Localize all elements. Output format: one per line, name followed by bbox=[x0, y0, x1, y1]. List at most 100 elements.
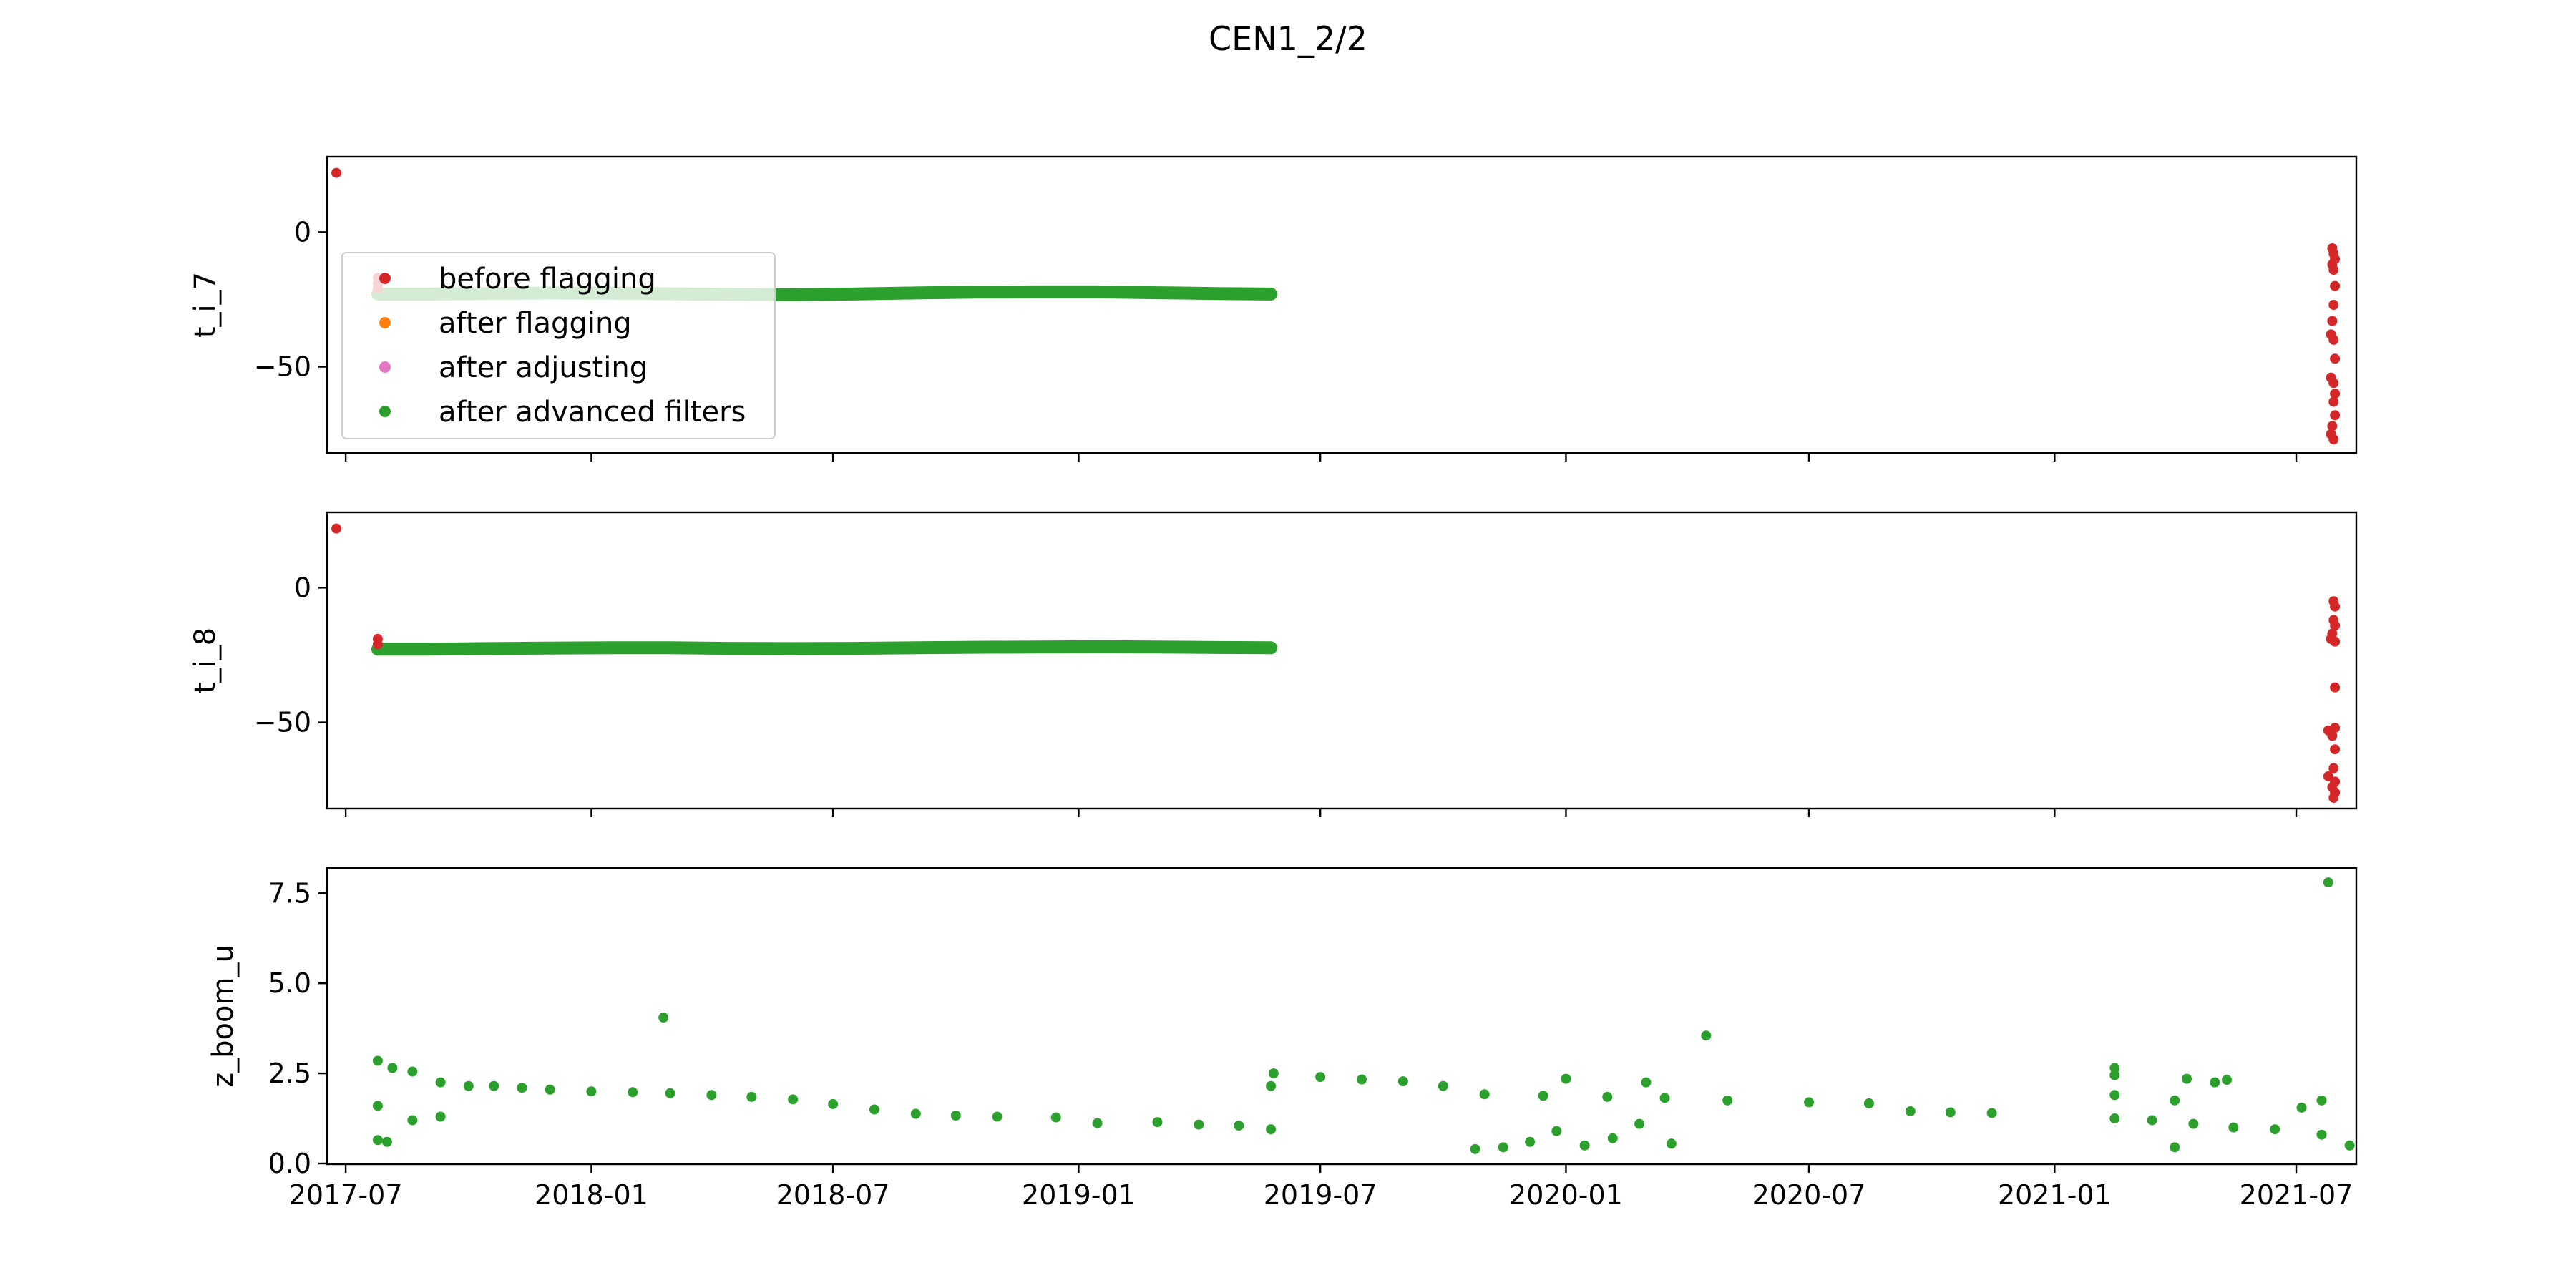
point-after-advanced-filters bbox=[545, 1084, 555, 1095]
point-after-advanced-filters bbox=[658, 1013, 669, 1023]
legend-box bbox=[341, 252, 776, 439]
point-after-advanced-filters bbox=[2210, 1077, 2220, 1088]
point-after-advanced-filters bbox=[435, 1111, 446, 1122]
x-tick-label: 2017-07 bbox=[289, 1179, 403, 1211]
point-after-advanced-filters bbox=[1498, 1142, 1508, 1153]
point-before-flagging bbox=[2327, 421, 2338, 431]
point-after-advanced-filters bbox=[1863, 1098, 1874, 1108]
point-after-advanced-filters bbox=[869, 1104, 879, 1115]
point-after-advanced-filters bbox=[1986, 1108, 1997, 1118]
point-after-advanced-filters bbox=[665, 1088, 675, 1098]
legend-marker bbox=[379, 406, 391, 417]
y-tick-label: 0 bbox=[294, 216, 311, 248]
point-after-advanced-filters bbox=[1266, 1124, 1277, 1135]
point-after-advanced-filters bbox=[2109, 1113, 2120, 1124]
point-after-advanced-filters bbox=[788, 1094, 799, 1105]
legend-marker bbox=[379, 361, 391, 373]
point-after-advanced-filters bbox=[1470, 1143, 1480, 1154]
point-after-advanced-filters bbox=[992, 1111, 1002, 1122]
point-after-advanced-filters bbox=[2109, 1070, 2120, 1080]
point-before-flagging bbox=[2328, 792, 2339, 803]
point-before-flagging bbox=[2330, 389, 2341, 399]
series-line-after-advanced-filters bbox=[371, 640, 1278, 656]
point-after-advanced-filters bbox=[2323, 877, 2333, 888]
legend-marker bbox=[379, 317, 391, 328]
point-after-advanced-filters bbox=[1602, 1091, 1613, 1102]
point-after-advanced-filters bbox=[372, 1101, 383, 1111]
plot-area bbox=[372, 877, 2355, 1154]
point-after-advanced-filters bbox=[2109, 1063, 2120, 1073]
point-before-flagging bbox=[2330, 744, 2341, 755]
point-after-advanced-filters bbox=[1666, 1138, 1677, 1149]
point-after-advanced-filters bbox=[2222, 1075, 2233, 1085]
point-after-advanced-filters bbox=[1438, 1080, 1448, 1091]
y-tick-label: 7.5 bbox=[268, 877, 311, 909]
point-after-advanced-filters bbox=[910, 1108, 921, 1119]
point-after-advanced-filters bbox=[407, 1115, 418, 1126]
point-after-advanced-filters bbox=[387, 1063, 398, 1073]
point-before-flagging bbox=[2328, 265, 2339, 275]
point-after-advanced-filters bbox=[706, 1090, 717, 1101]
point-after-advanced-filters bbox=[2170, 1142, 2180, 1153]
point-after-advanced-filters bbox=[1050, 1112, 1061, 1123]
point-before-flagging bbox=[2330, 636, 2341, 647]
y-tick-label: 2.5 bbox=[268, 1058, 311, 1089]
legend-label: before flagging bbox=[439, 263, 656, 296]
x-tick-label: 2021-07 bbox=[2240, 1179, 2353, 1211]
point-after-advanced-filters bbox=[489, 1080, 499, 1091]
point-before-flagging bbox=[331, 167, 342, 178]
x-tick-label: 2019-01 bbox=[1022, 1179, 1136, 1211]
point-after-advanced-filters bbox=[1905, 1106, 1916, 1116]
point-before-flagging bbox=[2330, 620, 2341, 631]
legend-label: after adjusting bbox=[439, 351, 648, 384]
point-before-flagging bbox=[2330, 723, 2341, 733]
point-after-advanced-filters bbox=[1397, 1076, 1408, 1087]
point-after-advanced-filters bbox=[517, 1083, 527, 1093]
point-after-advanced-filters bbox=[1701, 1030, 1712, 1041]
point-after-advanced-filters bbox=[1194, 1119, 1204, 1130]
point-before-flagging bbox=[2328, 434, 2339, 445]
x-tick-label: 2019-07 bbox=[1264, 1179, 1377, 1211]
point-after-advanced-filters bbox=[950, 1111, 961, 1121]
point-after-advanced-filters bbox=[1659, 1093, 1670, 1103]
y-tick-label: 0 bbox=[294, 572, 311, 603]
panel-t-i-8: 0 −50 t_i_8 bbox=[189, 511, 2358, 817]
point-after-advanced-filters bbox=[1804, 1097, 1815, 1108]
point-after-advanced-filters bbox=[828, 1098, 839, 1109]
point-after-advanced-filters bbox=[586, 1086, 597, 1097]
point-after-advanced-filters bbox=[1551, 1126, 1562, 1136]
x-tick-label: 2021-01 bbox=[1998, 1179, 2112, 1211]
point-after-advanced-filters bbox=[2109, 1090, 2120, 1101]
point-after-advanced-filters bbox=[1641, 1077, 1652, 1088]
point-after-advanced-filters bbox=[372, 1135, 383, 1146]
axes-frame bbox=[326, 511, 2358, 810]
point-after-advanced-filters bbox=[2296, 1102, 2307, 1113]
y-tick-label: −50 bbox=[254, 351, 311, 383]
point-before-flagging bbox=[2330, 353, 2341, 364]
y-tick-label: 5.0 bbox=[268, 967, 311, 999]
point-after-advanced-filters bbox=[1356, 1074, 1367, 1085]
point-after-advanced-filters bbox=[1607, 1133, 1618, 1143]
y-axis-label: z_boom_u bbox=[207, 945, 240, 1088]
point-after-advanced-filters bbox=[1722, 1095, 1733, 1106]
point-before-flagging bbox=[2330, 410, 2341, 421]
point-after-advanced-filters bbox=[1152, 1117, 1163, 1128]
point-before-flagging bbox=[2330, 601, 2341, 612]
point-after-advanced-filters bbox=[2147, 1115, 2157, 1126]
legend-label: after flagging bbox=[439, 307, 632, 340]
x-tick-label: 2018-07 bbox=[776, 1179, 890, 1211]
legend: before flagging after flagging after adjus… bbox=[341, 252, 776, 439]
point-after-advanced-filters bbox=[2270, 1124, 2280, 1135]
point-after-advanced-filters bbox=[1315, 1072, 1326, 1083]
point-after-advanced-filters bbox=[1234, 1121, 1244, 1131]
point-before-flagging bbox=[331, 523, 342, 534]
y-tick-label: 0.0 bbox=[268, 1148, 311, 1179]
point-before-flagging bbox=[2328, 763, 2339, 774]
point-after-advanced-filters bbox=[381, 1136, 392, 1147]
point-before-flagging bbox=[2328, 396, 2339, 407]
x-tick-label: 2020-01 bbox=[1509, 1179, 1623, 1211]
point-after-advanced-filters bbox=[2182, 1073, 2192, 1084]
plot-area bbox=[331, 523, 2341, 803]
point-after-advanced-filters bbox=[2228, 1122, 2239, 1133]
axes-frame bbox=[326, 155, 2358, 454]
